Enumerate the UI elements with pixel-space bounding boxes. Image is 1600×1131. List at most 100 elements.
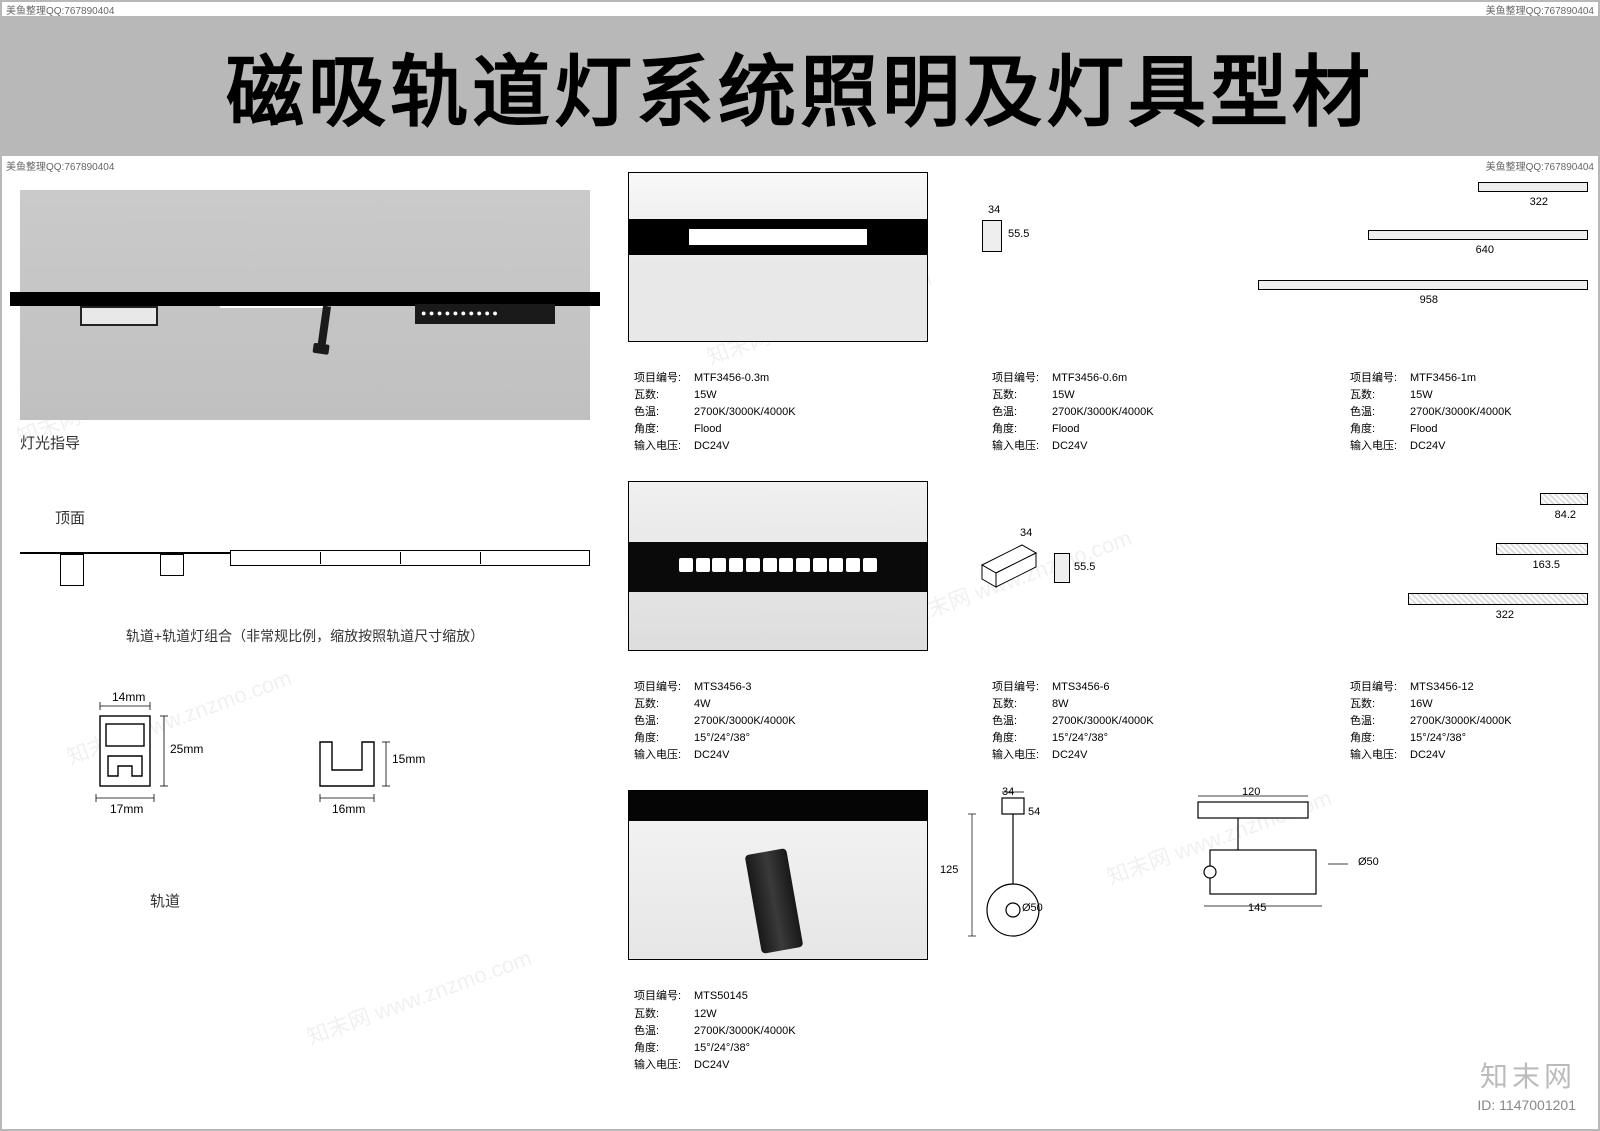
spec-line-watt: 瓦数:15W [1350, 387, 1588, 404]
spec-line-cct: 色温:2700K/3000K/4000K [634, 1023, 1588, 1040]
bar-322 [1478, 182, 1588, 192]
spec-line-angle: 角度:Flood [1350, 421, 1588, 438]
spec-label: 项目编号: [992, 679, 1052, 696]
r1-sec-h: 55.5 [1008, 228, 1029, 240]
right-column: 34 55.5 322 640 958 项目编号:MTF3456-0.3m瓦数:… [628, 172, 1588, 1074]
spec-label: 项目编号: [634, 370, 694, 387]
spec-line-cct: 色温:2700K/3000K/4000K [992, 713, 1230, 730]
spec-value: 2700K/3000K/4000K [1052, 404, 1154, 421]
spec-value: 12W [694, 1006, 717, 1023]
spec-label: 输入电压: [992, 438, 1052, 455]
spec-line-watt: 瓦数:4W [634, 696, 872, 713]
bar-958-label: 958 [1420, 294, 1438, 306]
spec-value: DC24V [694, 747, 729, 764]
spec-value: 16W [1410, 696, 1433, 713]
spec-label: 角度: [634, 730, 694, 747]
spec-label: 角度: [992, 421, 1052, 438]
spec-line-cct: 色温:2700K/3000K/4000K [634, 404, 872, 421]
spec-column: 项目编号:MTS50145瓦数:12W色温:2700K/3000K/4000K角… [634, 988, 1588, 1073]
r3-w: 34 [1002, 786, 1014, 798]
spec-label: 角度: [1350, 730, 1410, 747]
r3-topw: 120 [1242, 786, 1260, 798]
spec-value: 15W [694, 387, 717, 404]
spec-line-watt: 瓦数:15W [992, 387, 1230, 404]
spec-line-watt: 瓦数:16W [1350, 696, 1588, 713]
spec-label: 色温: [634, 1023, 694, 1040]
spec-label: 输入电压: [634, 1057, 694, 1074]
dim-b-w: 16mm [332, 802, 365, 816]
spec-label: 瓦数: [1350, 696, 1410, 713]
spec-value: 15W [1052, 387, 1075, 404]
spec-label: 色温: [992, 404, 1052, 421]
spec-line-volt: 输入电压:DC24V [1350, 747, 1588, 764]
spec-label: 项目编号: [1350, 370, 1410, 387]
r3-head: 54 [1028, 806, 1040, 818]
spec-value: 2700K/3000K/4000K [1410, 713, 1512, 730]
spec-line-angle: 角度:15°/24°/38° [634, 730, 872, 747]
photo-spotlight [628, 790, 928, 960]
product-row-3: 34 54 125 Ø50 120 145 Ø50 [628, 790, 1588, 960]
spec-line-model: 项目编号:MTS3456-3 [634, 679, 872, 696]
dim-a-h: 25mm [170, 742, 203, 756]
r3-botw: 145 [1248, 902, 1266, 914]
spec-line-volt: 输入电压:DC24V [992, 438, 1230, 455]
spec-value: MTF3456-0.6m [1052, 370, 1127, 387]
spec-value: DC24V [694, 438, 729, 455]
spec-value: DC24V [694, 1057, 729, 1074]
spec-value: 15°/24°/38° [1410, 730, 1466, 747]
light-guide-label: 灯光指导 [20, 432, 590, 453]
spec-label: 项目编号: [1350, 679, 1410, 696]
spec-line-model: 项目编号:MTS3456-6 [992, 679, 1230, 696]
spec-label: 瓦数: [1350, 387, 1410, 404]
spec-label: 瓦数: [634, 696, 694, 713]
profile-b: 15mm 16mm [290, 686, 420, 836]
spec-label: 角度: [634, 421, 694, 438]
spec-value: 15°/24°/38° [694, 1040, 750, 1057]
spec-column: 项目编号:MTF3456-0.6m瓦数:15W色温:2700K/3000K/40… [992, 370, 1230, 455]
left-column: 灯光指导 顶面 轨道+轨道灯组合（非常规比例，缩放按照轨道尺寸缩放） [20, 190, 590, 836]
spec-column: 项目编号:MTS3456-6瓦数:8W色温:2700K/3000K/4000K角… [992, 679, 1230, 764]
spec-value: MTS3456-6 [1052, 679, 1109, 696]
watermark-top-right: 美鱼整理QQ:767890404 [1486, 2, 1594, 17]
dim-a-top: 14mm [112, 690, 145, 704]
spec-label: 瓦数: [634, 387, 694, 404]
spec-label: 瓦数: [992, 387, 1052, 404]
spec-line-volt: 输入电压:DC24V [992, 747, 1230, 764]
spec-value: Flood [694, 421, 722, 438]
bar-322b-label: 322 [1496, 609, 1514, 621]
spec-line-cct: 色温:2700K/3000K/4000K [1350, 404, 1588, 421]
photo-grille [628, 481, 928, 651]
spec-label: 输入电压: [992, 747, 1052, 764]
r3-dia2: Ø50 [1358, 856, 1379, 868]
spec-line-volt: 输入电压:DC24V [634, 438, 872, 455]
spec-label: 角度: [992, 730, 1052, 747]
spec-line-angle: 角度:15°/24°/38° [1350, 730, 1588, 747]
spec-value: DC24V [1052, 747, 1087, 764]
spec-column: 项目编号:MTF3456-0.3m瓦数:15W色温:2700K/3000K/40… [634, 370, 872, 455]
spec-line-angle: 角度:15°/24°/38° [634, 1040, 1588, 1057]
row2-specs: 项目编号:MTS3456-3瓦数:4W色温:2700K/3000K/4000K角… [634, 679, 1588, 764]
dim-b-h: 15mm [392, 752, 425, 766]
spec-column: 项目编号:MTS3456-3瓦数:4W色温:2700K/3000K/4000K角… [634, 679, 872, 764]
watermark-top-left: 美鱼整理QQ:767890404 [6, 2, 114, 17]
spec-label: 输入电压: [634, 747, 694, 764]
spec-label: 项目编号: [992, 370, 1052, 387]
spec-label: 输入电压: [1350, 747, 1410, 764]
bar-84-label: 84.2 [1555, 509, 1576, 521]
spec-value: 2700K/3000K/4000K [1052, 713, 1154, 730]
product-row-2: 34 55.5 84.2 163.5 322 [628, 481, 1588, 651]
bar-640-label: 640 [1476, 244, 1494, 256]
spec-label: 角度: [634, 1040, 694, 1057]
spec-label: 输入电压: [1350, 438, 1410, 455]
r2-sec-h: 55.5 [1074, 561, 1095, 573]
track-caption: 轨道 [150, 890, 180, 911]
spec-value: DC24V [1410, 438, 1445, 455]
spec-line-cct: 色温:2700K/3000K/4000K [992, 404, 1230, 421]
spec-line-model: 项目编号:MTF3456-0.3m [634, 370, 872, 387]
spec-line-angle: 角度:15°/24°/38° [992, 730, 1230, 747]
bar-163 [1496, 543, 1588, 555]
page-title: 磁吸轨道灯系统照明及灯具型材 [226, 30, 1374, 142]
bar-322-label: 322 [1530, 196, 1548, 208]
spec-line-watt: 瓦数:15W [634, 387, 872, 404]
spec-line-volt: 输入电压:DC24V [634, 747, 872, 764]
